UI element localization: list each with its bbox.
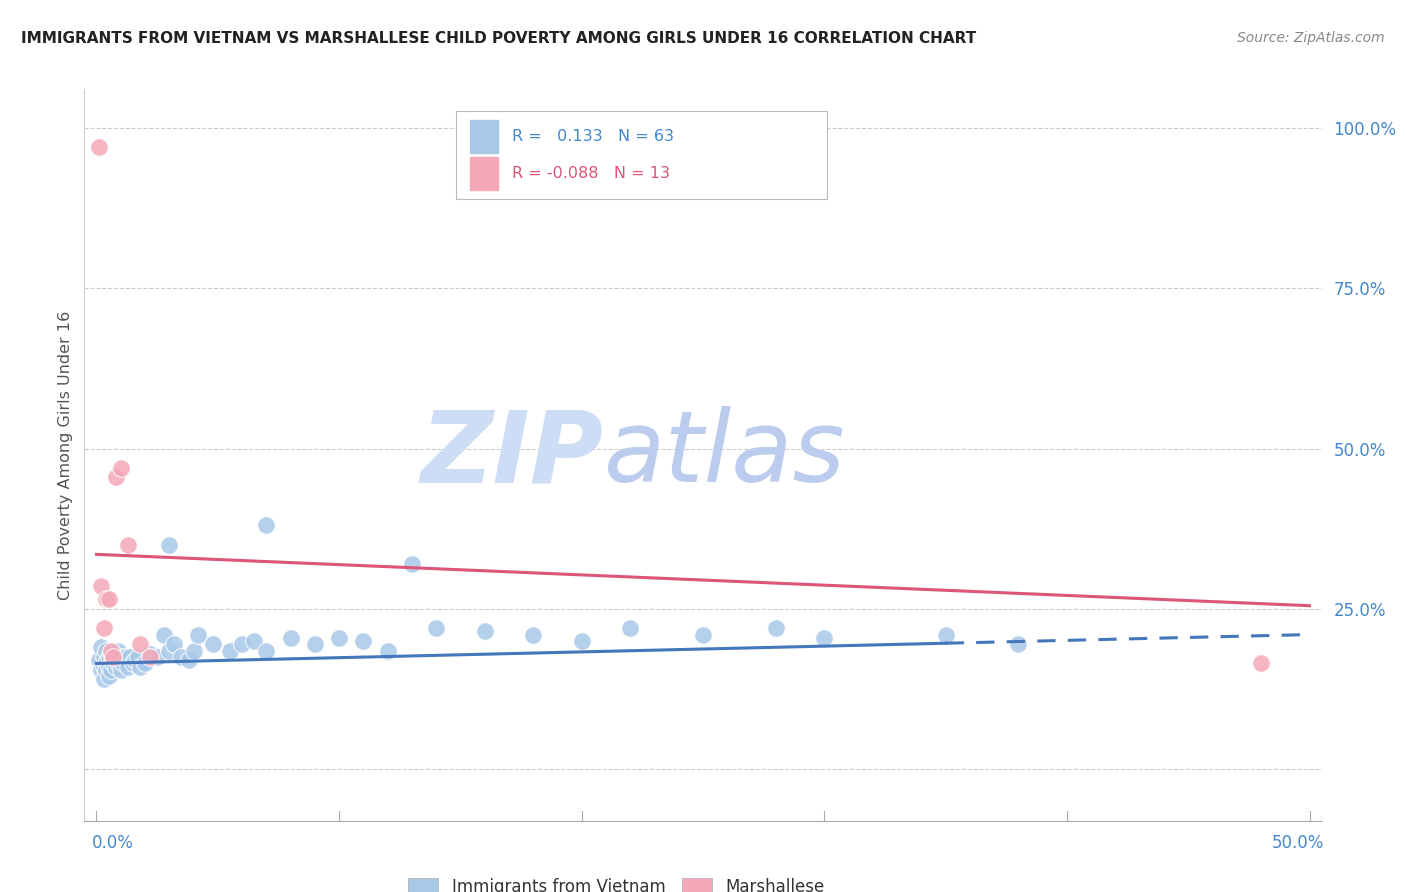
- Text: Source: ZipAtlas.com: Source: ZipAtlas.com: [1237, 31, 1385, 45]
- Point: [90, 640, 112, 655]
- Point: [1250, 657, 1272, 671]
- Point: [157, 538, 180, 552]
- Text: 0.0%: 0.0%: [91, 834, 134, 852]
- Point: [97, 669, 120, 683]
- Point: [765, 621, 787, 635]
- Point: [183, 643, 205, 657]
- Point: [571, 634, 593, 648]
- Point: [219, 643, 242, 657]
- Point: [328, 631, 350, 645]
- Point: [87, 653, 110, 667]
- Point: [129, 659, 152, 673]
- Point: [187, 627, 209, 641]
- Point: [90, 579, 112, 593]
- Point: [243, 634, 266, 648]
- Point: [100, 643, 122, 657]
- Point: [103, 657, 125, 671]
- Point: [692, 627, 714, 641]
- Point: [425, 621, 447, 635]
- Point: [103, 650, 125, 665]
- Point: [619, 621, 641, 635]
- Point: [177, 653, 200, 667]
- Point: [122, 657, 145, 671]
- Point: [96, 663, 118, 677]
- Legend: Immigrants from Vietnam, Marshallese: Immigrants from Vietnam, Marshallese: [408, 879, 824, 892]
- Point: [474, 624, 496, 639]
- Point: [935, 627, 957, 641]
- Text: 50.0%: 50.0%: [1272, 834, 1324, 852]
- Point: [114, 650, 136, 665]
- Point: [139, 647, 162, 661]
- Point: [96, 643, 118, 657]
- Point: [153, 627, 176, 641]
- Point: [103, 650, 125, 665]
- Point: [93, 650, 115, 665]
- Text: IMMIGRANTS FROM VIETNAM VS MARSHALLESE CHILD POVERTY AMONG GIRLS UNDER 16 CORREL: IMMIGRANTS FROM VIETNAM VS MARSHALLESE C…: [21, 31, 976, 46]
- Point: [117, 659, 139, 673]
- Point: [93, 673, 115, 687]
- Point: [201, 637, 224, 651]
- Point: [163, 637, 186, 651]
- Point: [93, 659, 115, 673]
- Point: [146, 650, 169, 665]
- Text: ZIP: ZIP: [420, 407, 605, 503]
- Point: [129, 637, 152, 651]
- Point: [104, 659, 127, 673]
- Point: [110, 650, 132, 665]
- Point: [107, 643, 129, 657]
- Point: [1007, 637, 1029, 651]
- Point: [104, 653, 127, 667]
- Point: [124, 653, 146, 667]
- Point: [134, 657, 156, 671]
- Point: [107, 657, 129, 671]
- Point: [97, 659, 120, 673]
- FancyBboxPatch shape: [456, 112, 827, 199]
- Point: [117, 538, 139, 552]
- Point: [112, 657, 135, 671]
- Point: [139, 650, 162, 665]
- Point: [100, 663, 122, 677]
- Point: [93, 621, 115, 635]
- Y-axis label: Child Poverty Among Girls Under 16: Child Poverty Among Girls Under 16: [58, 310, 73, 599]
- Point: [110, 460, 132, 475]
- Bar: [471, 120, 498, 153]
- Point: [254, 643, 277, 657]
- Point: [96, 592, 118, 607]
- Text: R = -0.088   N = 13: R = -0.088 N = 13: [512, 166, 671, 181]
- Point: [110, 663, 132, 677]
- Text: R =   0.133   N = 63: R = 0.133 N = 63: [512, 129, 675, 145]
- Point: [96, 657, 118, 671]
- Point: [127, 650, 149, 665]
- Point: [401, 557, 423, 571]
- Point: [90, 663, 112, 677]
- Point: [813, 631, 835, 645]
- Point: [104, 470, 127, 484]
- Point: [304, 637, 326, 651]
- Point: [352, 634, 374, 648]
- Point: [231, 637, 253, 651]
- Text: atlas: atlas: [605, 407, 845, 503]
- Point: [87, 140, 110, 154]
- Point: [157, 643, 180, 657]
- Bar: [471, 157, 498, 190]
- Point: [97, 650, 120, 665]
- Point: [377, 643, 399, 657]
- Point: [100, 647, 122, 661]
- Point: [97, 592, 120, 607]
- Point: [522, 627, 544, 641]
- Point: [254, 518, 277, 533]
- Point: [120, 650, 142, 665]
- Point: [280, 631, 302, 645]
- Point: [170, 650, 193, 665]
